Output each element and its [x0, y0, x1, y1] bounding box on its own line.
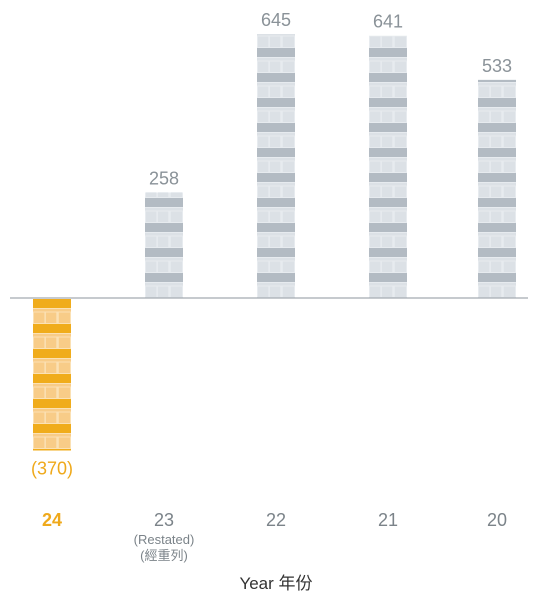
x-axis-title: Year 年份	[239, 574, 312, 593]
bar-24	[33, 299, 71, 451]
category-label-23: 23	[154, 510, 174, 530]
value-label-22: 645	[261, 10, 291, 30]
bar-21	[369, 35, 407, 299]
value-label-24: (370)	[31, 458, 73, 478]
category-label-22: 22	[266, 510, 286, 530]
category-note-23: (Restated) (經重列)	[134, 532, 195, 563]
category-label-20: 20	[487, 510, 507, 530]
category-label-24: 24	[42, 510, 62, 530]
bars-layer	[33, 34, 516, 451]
category-label-21: 21	[378, 510, 398, 530]
value-label-21: 641	[373, 12, 403, 32]
bar-23	[145, 192, 183, 298]
bar-20	[478, 79, 516, 298]
value-label-23: 258	[149, 168, 179, 188]
labels-layer: (370) 24 258 23(Restated) (經重列) 645 22 641 21 533…	[31, 10, 512, 563]
value-label-20: 533	[482, 56, 512, 76]
bar-22	[257, 34, 295, 298]
